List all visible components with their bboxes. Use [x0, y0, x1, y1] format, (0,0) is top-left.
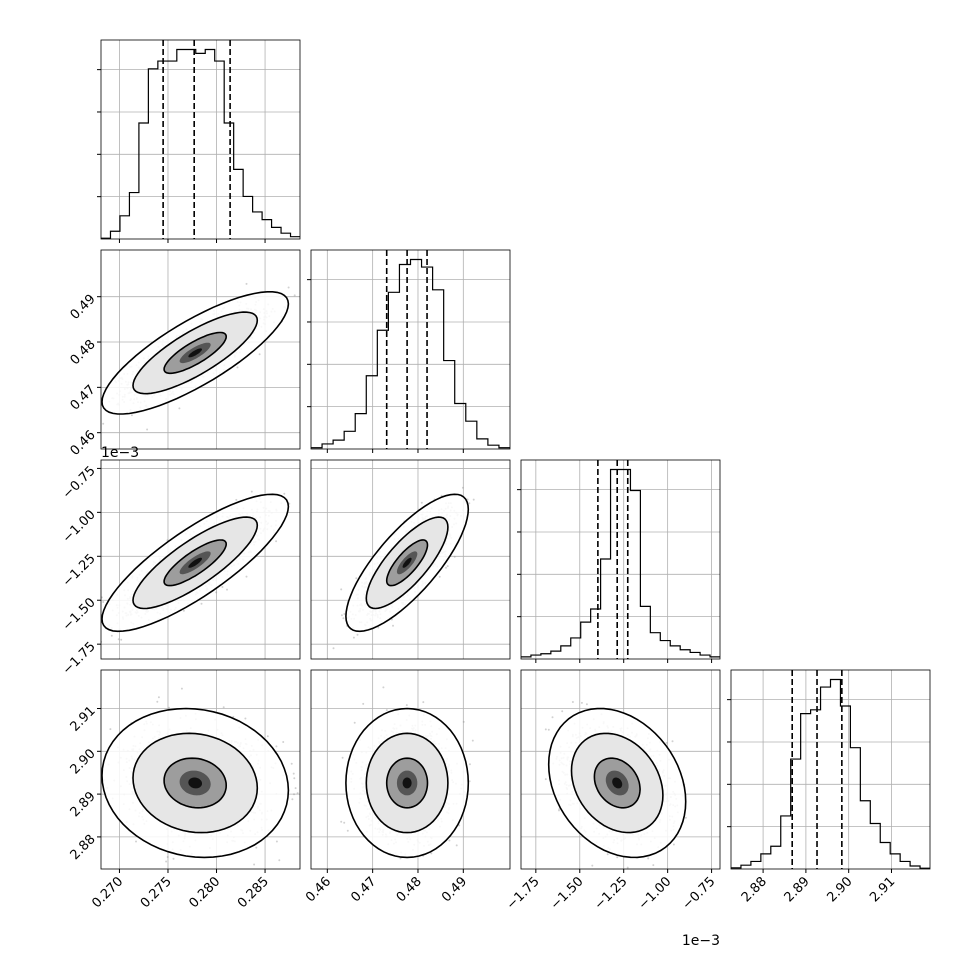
scatter-panel-1-0 — [97, 249, 301, 450]
y-tick-label: 2.90 — [68, 746, 99, 777]
x-tick-label: −1.00 — [636, 874, 675, 913]
contour-line-0 — [163, 539, 228, 587]
x-tick-label: −0.75 — [680, 874, 719, 913]
panel-frame — [100, 669, 301, 870]
contour-line-0 — [593, 757, 641, 809]
contour-line-2 — [101, 707, 290, 859]
density-fill-4 — [402, 777, 412, 789]
x-tick-label: 0.47 — [348, 874, 379, 905]
panel-content — [521, 670, 720, 869]
y-tick-label: 2.89 — [68, 789, 99, 820]
panel-content — [311, 460, 510, 659]
panel-frame — [100, 39, 301, 240]
contour-line-1 — [365, 732, 449, 834]
x-tick-label: 2.91 — [867, 874, 898, 905]
histogram-step-line — [311, 258, 510, 449]
contour-line-0 — [163, 757, 228, 809]
panel-frame — [730, 669, 931, 870]
contour-line-2 — [345, 493, 470, 633]
x-tick-label: −1.50 — [548, 874, 587, 913]
histogram-step-line — [521, 468, 720, 658]
panel-frame — [310, 249, 511, 450]
panel-content — [101, 250, 300, 449]
histogram-step-line — [101, 48, 300, 239]
y-offset-label: 1e−3 — [101, 445, 139, 461]
x-tick-label: 2.88 — [739, 874, 770, 905]
y-axis-2: −1.75 −1.50 −1.25 −1.00 −0.75 — [60, 463, 99, 678]
density-fill-4 — [188, 557, 202, 568]
x-tick-label: 2.90 — [824, 874, 855, 905]
contour-line-2 — [101, 493, 290, 633]
histogram-step-line — [731, 678, 930, 869]
contour-line-1 — [132, 311, 259, 395]
y-tick-label: 0.48 — [68, 337, 99, 368]
y-tick-label: −1.50 — [60, 595, 99, 634]
contour-line-0 — [385, 757, 429, 809]
x-offset-label: 1e−3 — [682, 933, 720, 949]
x-tick-label: 0.270 — [89, 874, 126, 911]
scatter-panel-3-2 — [520, 669, 721, 870]
y-axis-3: 2.88 2.89 2.90 2.91 — [68, 704, 99, 863]
density-fill-4 — [188, 348, 202, 358]
scatter-panel-2-1 — [310, 459, 511, 660]
x-tick-label: 0.275 — [138, 874, 175, 911]
x-tick-label: 0.48 — [394, 874, 425, 905]
histogram-panel-0 — [97, 39, 301, 240]
contour-line-1 — [365, 516, 449, 610]
x-tick-label: 0.285 — [235, 874, 272, 911]
scatter-panel-2-0 — [97, 459, 301, 660]
histogram-panel-3 — [727, 669, 931, 870]
panel-frame — [310, 459, 511, 660]
x-tick-label: 0.280 — [186, 874, 223, 911]
y-tick-label: −1.00 — [60, 507, 99, 546]
y-axis-1: 0.46 0.47 0.48 0.49 — [68, 292, 99, 459]
y-tick-label: 0.47 — [68, 382, 99, 413]
contour-line-1 — [570, 732, 664, 834]
x-tick-label: 0.49 — [439, 874, 470, 905]
panel-frame — [310, 669, 511, 870]
scatter-panel-3-1 — [310, 669, 511, 870]
y-tick-label: 2.91 — [68, 704, 99, 735]
panel-frame — [100, 249, 301, 450]
x-axis-3: 2.88 2.89 2.90 2.91 — [739, 869, 898, 905]
contour-line-1 — [132, 516, 259, 610]
panel-content — [311, 670, 510, 869]
contour-line-2 — [547, 707, 687, 859]
histogram-panel-2 — [517, 459, 721, 660]
density-fill-4 — [188, 777, 202, 789]
panel-content — [101, 460, 300, 659]
panel-frame — [520, 459, 721, 660]
contour-line-2 — [345, 707, 470, 859]
x-tick-label: −1.75 — [504, 874, 543, 913]
x-tick-label: 0.46 — [303, 874, 334, 905]
contour-line-2 — [101, 291, 290, 415]
panel-content — [101, 670, 300, 869]
y-tick-label: 2.88 — [68, 832, 99, 863]
y-tick-label: −1.25 — [60, 551, 99, 590]
x-tick-label: 2.89 — [782, 874, 813, 905]
y-tick-label: −1.75 — [60, 639, 99, 678]
y-tick-label: −0.75 — [60, 463, 99, 502]
density-fill-4 — [612, 777, 623, 789]
y-tick-label: 0.49 — [68, 292, 99, 323]
density-fill-4 — [402, 557, 412, 568]
contour-line-0 — [163, 331, 228, 375]
histogram-panel-1 — [307, 249, 511, 450]
y-tick-label: 0.46 — [68, 428, 99, 459]
x-tick-label: −1.25 — [592, 874, 631, 913]
scatter-panel-3-0 — [97, 669, 301, 870]
panel-frame — [520, 669, 721, 870]
contour-line-1 — [132, 732, 259, 834]
panel-frame — [100, 459, 301, 660]
contour-line-0 — [385, 539, 429, 587]
